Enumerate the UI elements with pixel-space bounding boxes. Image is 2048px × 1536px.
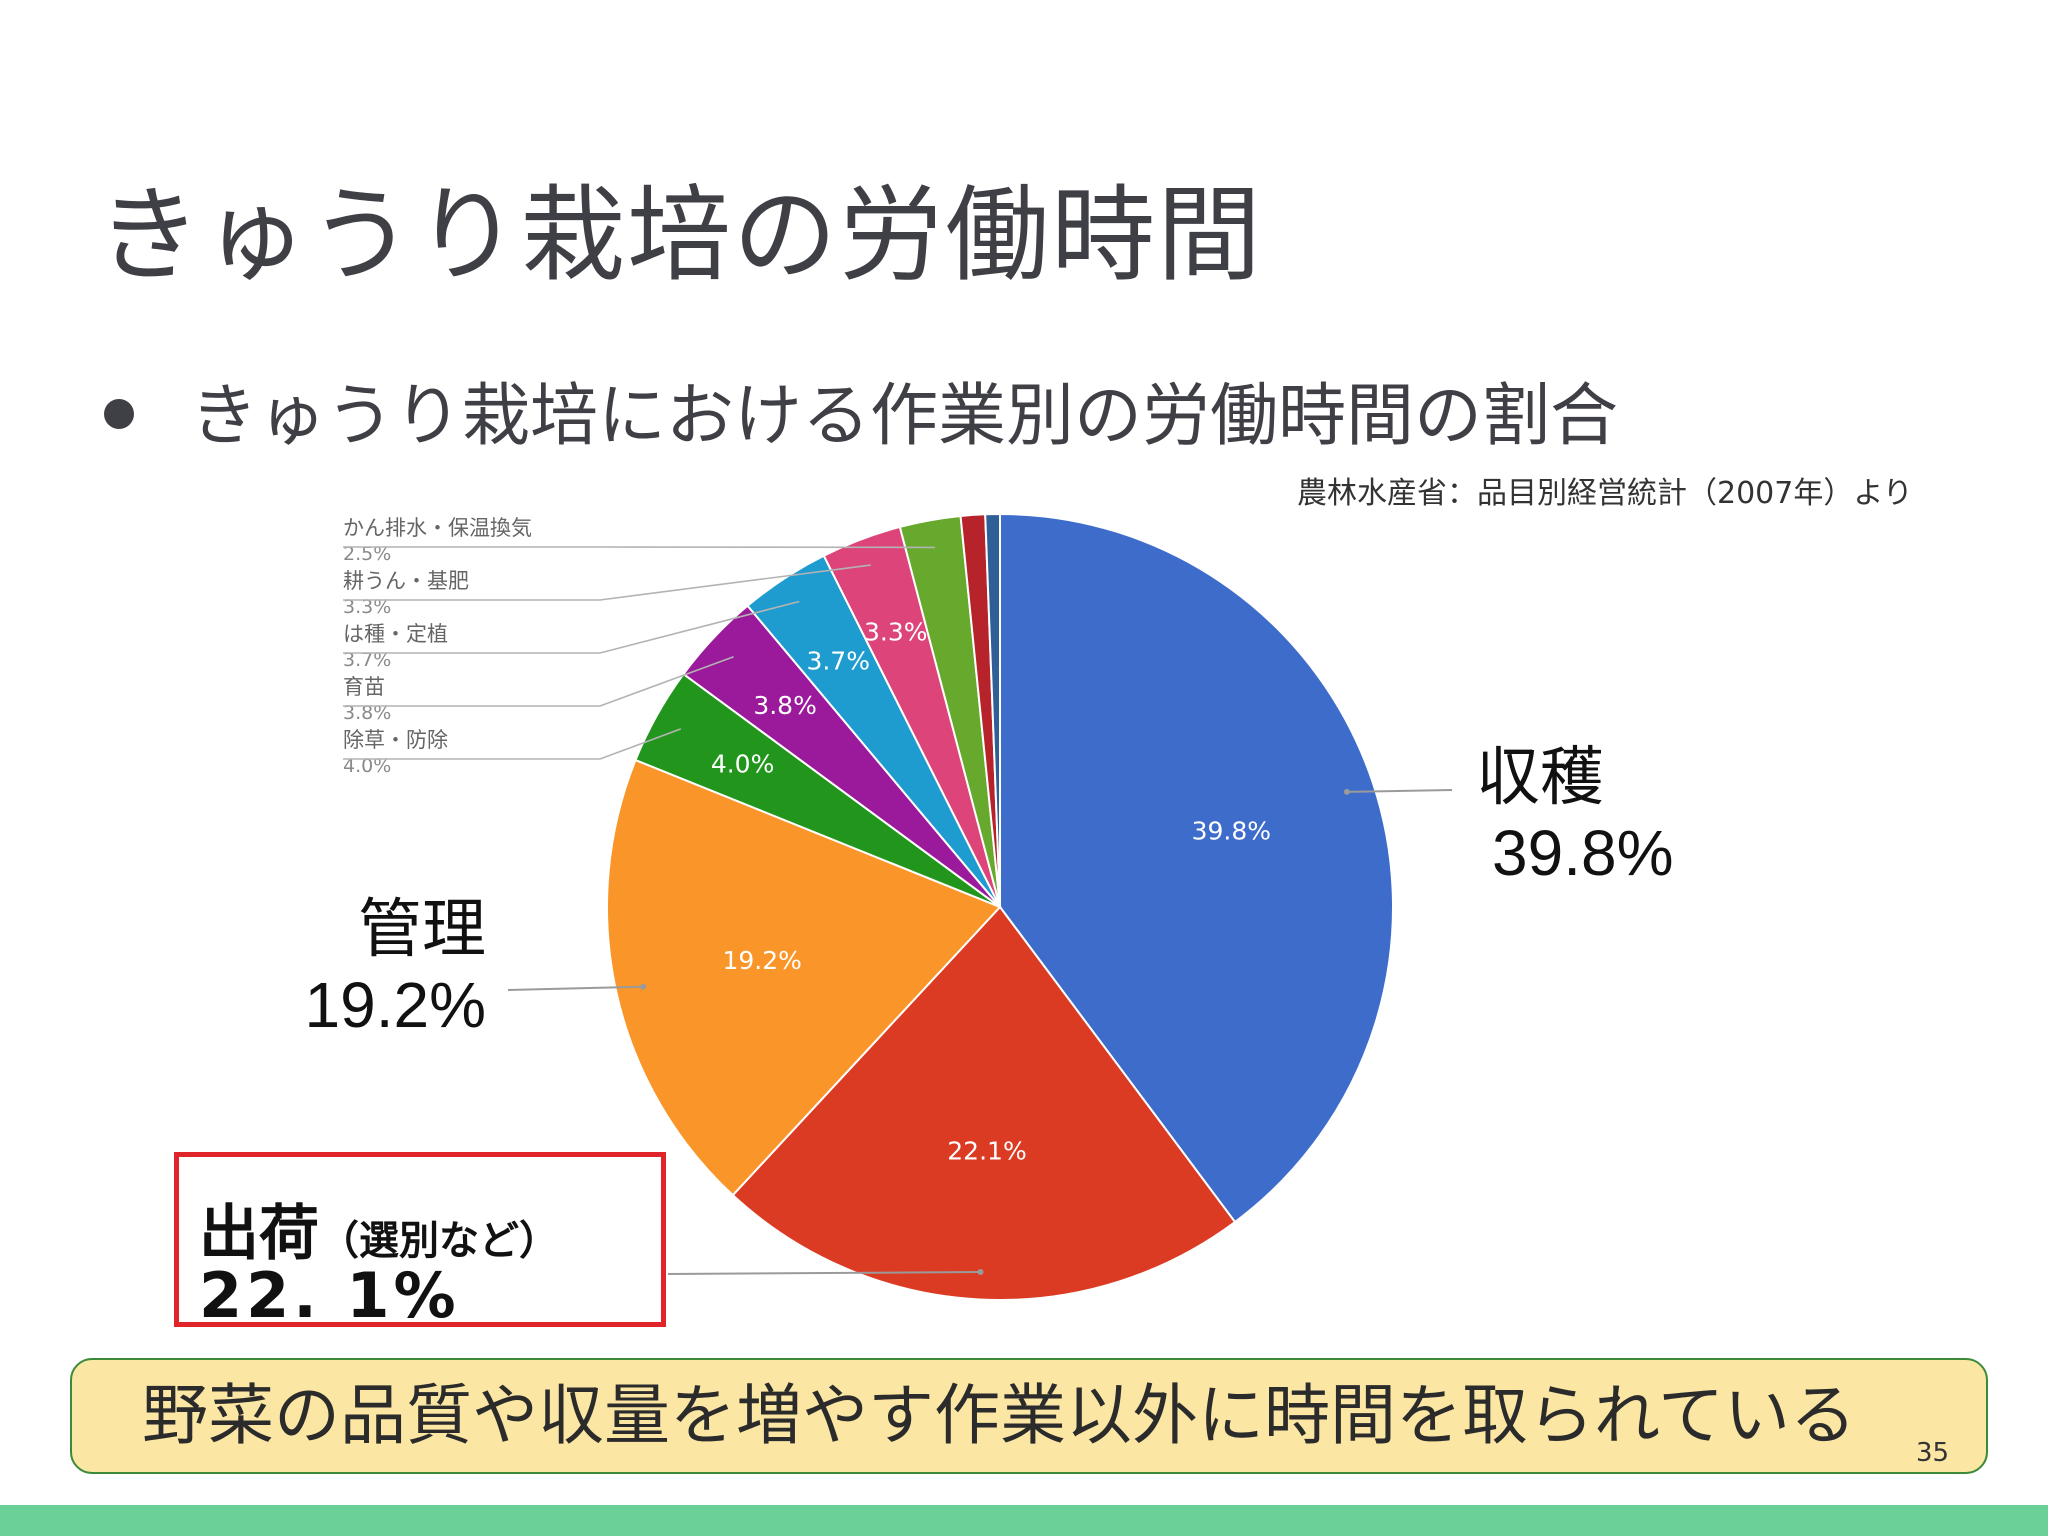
source-note: 農林水産省：品目別経営統計（2007年）より bbox=[1297, 476, 1913, 511]
legend-value-4: 4.0% bbox=[343, 755, 391, 777]
legend-value-0: 2.5% bbox=[343, 543, 391, 565]
management-leader-line bbox=[507, 985, 644, 991]
shipping-leader-line-dot bbox=[977, 1269, 984, 1275]
harvest-label-value: 39.8% bbox=[1492, 816, 1674, 889]
legend-leader-3 bbox=[343, 656, 734, 707]
legend-name-4: 除草・防除 bbox=[343, 728, 448, 752]
legend-leader-1 bbox=[343, 564, 871, 601]
pie-slice-0 bbox=[999, 512, 1394, 1224]
shipping-callout-value: 22. 1% bbox=[199, 1259, 460, 1332]
shipping-callout-box: 出荷（選別など） 22. 1% bbox=[174, 1152, 666, 1332]
legend-name-1: 耕うん・基肥 bbox=[343, 569, 469, 593]
harvest-leader-line-dot bbox=[1343, 788, 1350, 795]
harvest-leader-line bbox=[1346, 789, 1453, 793]
page-number: 35 bbox=[1916, 1438, 1950, 1468]
slice-value-label-6: 3.3% bbox=[864, 617, 928, 646]
management-label-value: 19.2% bbox=[304, 968, 486, 1041]
legend-value-3: 3.8% bbox=[343, 702, 391, 724]
harvest-label-name: 収穫 bbox=[1476, 741, 1604, 813]
management-leader-line-dot bbox=[640, 983, 647, 990]
slice-value-label-2: 19.2% bbox=[722, 946, 801, 975]
slice-value-label-1: 22.1% bbox=[947, 1136, 1026, 1165]
shipping-callout-sub: （選別など） bbox=[319, 1218, 559, 1264]
legend-value-2: 3.7% bbox=[343, 649, 391, 671]
slice-value-label-0: 39.8% bbox=[1192, 816, 1271, 845]
shipping-callout-title: 出荷（選別など） bbox=[199, 1185, 559, 1272]
legend-leader-2 bbox=[343, 600, 800, 654]
message-banner: 野菜の品質や収量を増やす作業以外に時間を取られている bbox=[70, 1358, 1988, 1474]
pie-slice-2 bbox=[606, 758, 1002, 1197]
legend-leader-4 bbox=[343, 728, 682, 760]
shipping-leader-line bbox=[667, 1271, 981, 1275]
legend-name-3: 育苗 bbox=[343, 675, 385, 699]
slice-value-label-4: 3.8% bbox=[753, 691, 817, 720]
pie-slice-1 bbox=[731, 905, 1237, 1301]
bullet-item: きゅうり栽培における作業別の労働時間の割合 bbox=[104, 360, 1618, 459]
shipping-callout-name: 出荷 bbox=[199, 1199, 319, 1269]
management-label: 管理 19.2% bbox=[296, 892, 486, 1043]
message-text: 野菜の品質や収量を増やす作業以外に時間を取られている bbox=[142, 1377, 1857, 1454]
bullet-dot-icon bbox=[104, 399, 134, 430]
slice-value-label-5: 3.7% bbox=[806, 647, 870, 676]
management-label-name: 管理 bbox=[358, 893, 486, 965]
legend-value-1: 3.3% bbox=[343, 596, 391, 618]
page-title: きゅうり栽培の労働時間 bbox=[97, 174, 1264, 296]
bullet-text: きゅうり栽培における作業別の労働時間の割合 bbox=[190, 377, 1619, 456]
pie-slice-9 bbox=[984, 512, 1001, 908]
slice-value-label-3: 4.0% bbox=[711, 749, 775, 778]
footer-bar bbox=[0, 1505, 2048, 1536]
legend-name-2: は種・定植 bbox=[343, 622, 448, 646]
legend-name-0: かん排水・保温換気 bbox=[343, 516, 532, 540]
harvest-label: 収穫 39.8% bbox=[1476, 740, 1673, 891]
